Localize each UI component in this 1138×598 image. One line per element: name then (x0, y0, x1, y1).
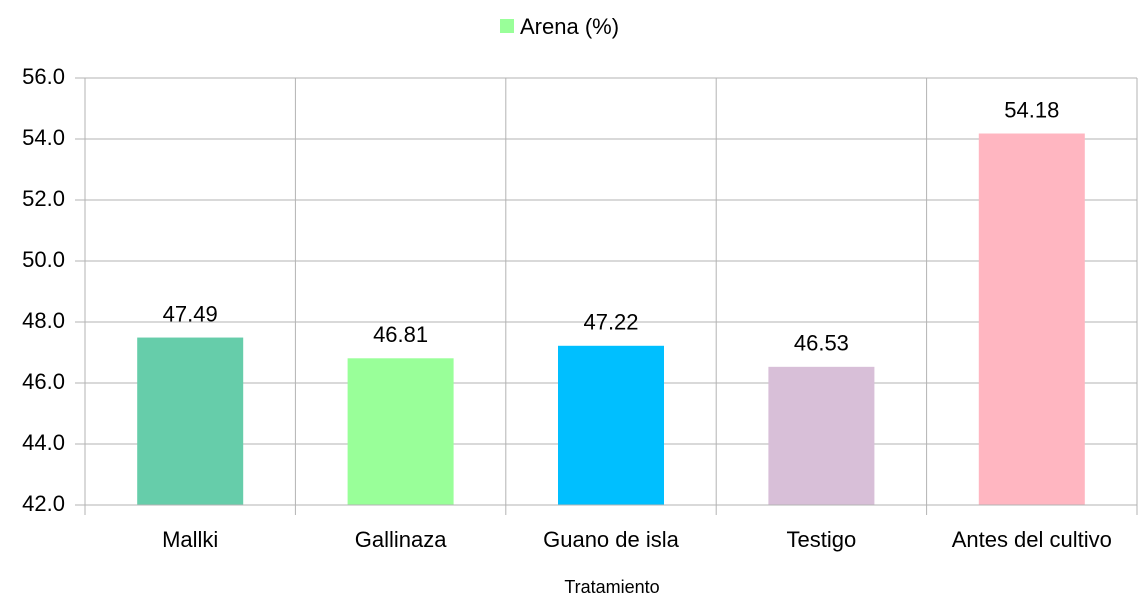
y-tick-label: 50.0 (22, 247, 65, 272)
bar (347, 358, 454, 505)
y-tick-label: 54.0 (22, 125, 65, 150)
x-tick-label: Antes del cultivo (952, 527, 1112, 552)
bar (137, 337, 244, 505)
x-tick-label: Guano de isla (543, 527, 680, 552)
y-tick-label: 46.0 (22, 369, 65, 394)
y-tick-label: 52.0 (22, 186, 65, 211)
bar (978, 133, 1085, 505)
y-tick-label: 56.0 (22, 64, 65, 89)
x-tick-label: Gallinaza (355, 527, 447, 552)
data-label: 46.53 (794, 331, 849, 356)
x-tick-label: Mallki (162, 527, 218, 552)
data-label: 54.18 (1004, 97, 1059, 122)
bar (768, 366, 875, 505)
y-tick-label: 48.0 (22, 308, 65, 333)
y-tick-label: 44.0 (22, 430, 65, 455)
data-label: 47.22 (583, 310, 638, 335)
legend-label: Arena (%) (520, 14, 619, 39)
y-tick-label: 42.0 (22, 491, 65, 516)
x-axis-label: Tratamiento (564, 577, 659, 597)
data-label: 46.81 (373, 322, 428, 347)
x-tick-label: Testigo (787, 527, 857, 552)
data-label: 47.49 (163, 301, 218, 326)
bar (558, 345, 664, 505)
legend-swatch (500, 19, 514, 33)
